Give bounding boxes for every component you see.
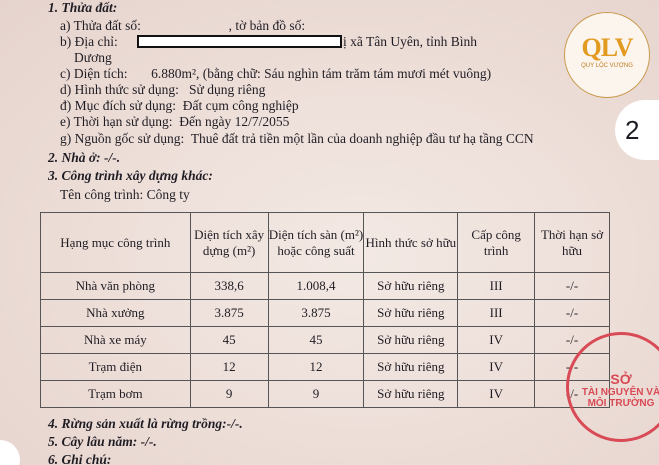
table-cell: Trạm điện (40, 353, 191, 381)
table-cell: Sở hữu riêng (363, 326, 459, 354)
table-cell: Nhà xe máy (40, 326, 191, 354)
section-2: 2. Nhà ở: -/-. (48, 150, 121, 165)
table-row: Trạm điện 12 12 Sở hữu riêng IV -/- (40, 353, 610, 381)
table-cell: Sở hữu riêng (363, 272, 459, 300)
usage-term: e) Thời hạn sử dụng: Đến ngày 12/7/2055 (60, 114, 290, 129)
usage-origin: g) Nguồn gốc sử dụng: Thuê đất trả tiền … (60, 131, 534, 146)
header-cell: Thời hạn sở hữu (534, 212, 610, 273)
table-cell: 9 (267, 380, 365, 408)
usage-form: d) Hình thức sử dụng: Sử dụng riêng (60, 82, 266, 97)
table-row: Trạm bơm 9 9 Sở hữu riêng IV -/- (40, 380, 610, 408)
header-cell: Diện tích sàn (m²) hoặc công suất (267, 212, 365, 273)
table-cell: 9 (189, 380, 269, 408)
table-cell: IV (457, 326, 536, 354)
stamp-line: SỞ (610, 371, 632, 387)
header-cell: Hạng mục công trình (40, 212, 191, 273)
address-cont: Dương (74, 50, 112, 65)
table-cell: Nhà văn phòng (40, 272, 191, 300)
table-cell: 338,6 (189, 272, 269, 300)
section-6: 6. Ghi chú: (48, 452, 112, 465)
logo-subtext: QUY LỘC VƯỢNG (581, 63, 633, 69)
table-cell: Trạm bơm (40, 380, 191, 408)
page-edge-circle (0, 440, 20, 465)
table-cell: -/- (534, 272, 610, 300)
construction-name: Tên công trình: Công ty (60, 187, 190, 202)
parcel-number: a) Thửa đất số: , tờ bản đồ số: (60, 18, 306, 33)
header-cell: Cấp công trình (457, 212, 536, 273)
page-number-badge: 2 (615, 100, 659, 160)
table-cell: 45 (267, 326, 365, 354)
table-cell: Sở hữu riêng (363, 299, 459, 327)
table-cell: -/- (534, 299, 610, 327)
redacted-address (137, 35, 342, 48)
logo-text: QLV (581, 33, 634, 62)
official-stamp: SỞ TÀI NGUYÊN VÀ MÔI TRƯỜNG (566, 332, 659, 442)
table-cell: Sở hữu riêng (363, 380, 459, 408)
table-cell: III (457, 299, 536, 327)
qlv-logo: QLV QUY LỘC VƯỢNG (564, 12, 650, 98)
table-cell: III (457, 272, 536, 300)
stamp-line: TÀI NGUYÊN VÀ (581, 387, 659, 398)
usage-purpose: đ) Mục đích sử dụng: Đất cụm công nghiệp (60, 98, 299, 113)
section-5: 5. Cây lâu năm: -/-. (48, 434, 157, 449)
table-cell: 3.875 (189, 299, 269, 327)
address-label: b) Địa chỉ: (60, 34, 118, 49)
table-cell: IV (457, 353, 536, 381)
table-cell: IV (457, 380, 536, 408)
table-cell: Sở hữu riêng (363, 353, 459, 381)
table-cell: Nhà xưởng (40, 299, 191, 327)
stamp-line: MÔI TRƯỜNG (587, 398, 655, 409)
table-row: Nhà xe máy 45 45 Sở hữu riêng IV -/- (40, 326, 610, 354)
table-cell: 45 (189, 326, 269, 354)
area: c) Diện tích: 6.880m², (bằng chữ: Sáu ng… (60, 66, 492, 81)
construction-table: Hạng mục công trình Diện tích xây dựng (… (40, 212, 610, 408)
header-cell: Hình thức sở hữu (363, 212, 459, 273)
table-row: Nhà văn phòng 338,6 1.008,4 Sở hữu riêng III… (40, 272, 610, 300)
section-4: 4. Rừng sản xuất là rừng trồng:-/-. (48, 416, 243, 431)
table-cell: 3.875 (267, 299, 365, 327)
table-row: Nhà xưởng 3.875 3.875 Sở hữu riêng III -/- (40, 299, 610, 327)
section-3-title: 3. Công trình xây dựng khác: (48, 168, 213, 183)
table-header: Hạng mục công trình Diện tích xây dựng (… (40, 212, 610, 273)
header-cell: Diện tích xây dựng (m²) (189, 212, 269, 273)
table-cell: 1.008,4 (267, 272, 365, 300)
table-cell: 12 (267, 353, 365, 381)
section-1-title: 1. Thửa đất: (48, 0, 118, 15)
table-cell: 12 (189, 353, 269, 381)
address-tail: ị xã Tân Uyên, tỉnh Bình (343, 34, 477, 49)
